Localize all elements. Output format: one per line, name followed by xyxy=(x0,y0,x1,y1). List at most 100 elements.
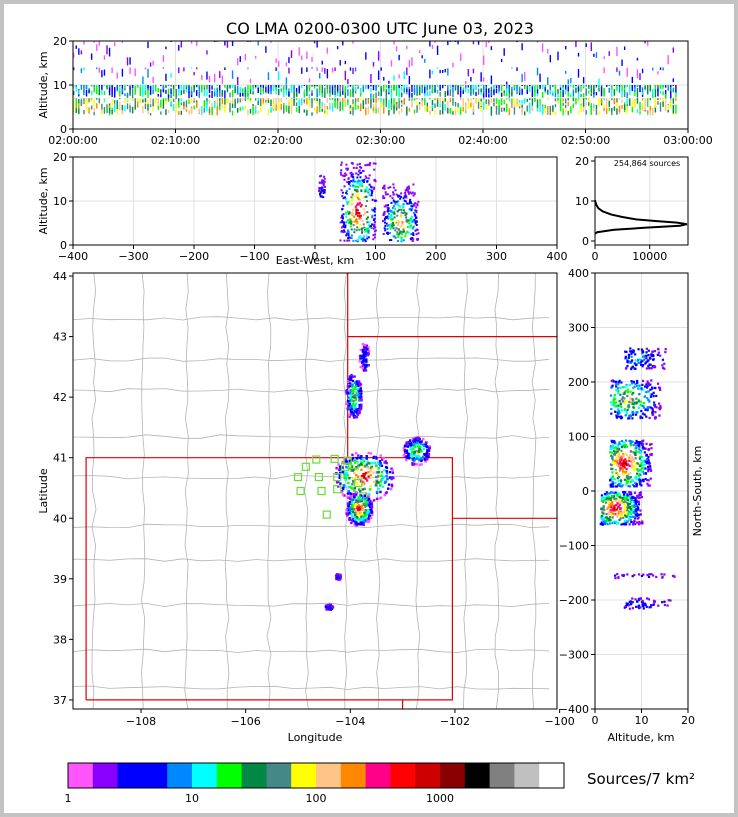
time-height-source-mark xyxy=(316,100,318,105)
north-south-source-mark xyxy=(649,383,652,386)
time-height-source-mark xyxy=(288,105,290,114)
north-south-source-mark xyxy=(631,607,634,610)
north-south-source-mark xyxy=(616,387,620,390)
time-height-source-mark xyxy=(165,89,167,94)
plan-view-source-mark xyxy=(345,390,349,393)
east-west-source-mark xyxy=(400,208,403,211)
north-south-y-tick-label: 400 xyxy=(568,267,589,280)
north-south-source-mark xyxy=(633,485,636,488)
time-height-source-mark xyxy=(301,98,303,106)
east-west-source-mark xyxy=(413,192,416,195)
time-height-source-mark xyxy=(303,89,306,95)
time-height-source-mark xyxy=(344,89,347,98)
time-height-source-mark xyxy=(249,78,252,84)
time-height-source-mark xyxy=(201,74,203,80)
time-height-source-mark xyxy=(659,85,662,90)
time-height-source-mark xyxy=(295,88,298,92)
time-height-source-mark xyxy=(652,93,654,98)
plan-view-source-mark xyxy=(364,350,368,354)
time-height-source-mark xyxy=(434,103,436,108)
north-south-source-mark xyxy=(635,605,638,608)
plan-view-source-mark xyxy=(358,409,361,412)
plan-view-y-tick-label: 41 xyxy=(53,452,67,465)
north-south-source-mark xyxy=(615,414,618,417)
time-height-source-mark xyxy=(636,69,639,79)
time-height-source-mark xyxy=(280,98,282,103)
plan-view-source-mark xyxy=(362,357,366,361)
east-west-source-mark xyxy=(358,236,361,239)
plan-view-source-mark xyxy=(409,446,413,450)
county-line xyxy=(72,648,550,653)
north-south-source-mark xyxy=(600,515,604,518)
plan-view-source-mark xyxy=(364,501,367,504)
east-west-source-mark xyxy=(351,175,354,178)
north-south-source-mark xyxy=(641,365,644,368)
plan-view-source-mark xyxy=(417,437,421,440)
time-height-source-mark xyxy=(490,46,493,51)
plan-view-source-mark xyxy=(420,450,423,453)
plan-view-source-mark xyxy=(346,514,349,517)
time-height-source-mark xyxy=(598,85,600,92)
east-west-source-mark xyxy=(374,217,377,220)
east-west-source-mark xyxy=(386,193,389,196)
time-height-source-mark xyxy=(459,86,462,90)
time-height-source-mark xyxy=(436,101,439,107)
time-height-source-mark xyxy=(344,86,347,93)
east-west-source-mark xyxy=(366,189,369,192)
time-height-source-mark xyxy=(121,104,124,114)
time-height-source-mark xyxy=(644,105,646,110)
plan-view-source-mark xyxy=(355,507,358,511)
time-height-source-mark xyxy=(562,108,564,116)
time-height-source-mark xyxy=(108,104,111,108)
plan-view-source-mark xyxy=(416,437,419,441)
time-height-source-mark xyxy=(664,85,667,88)
time-height-source-mark xyxy=(131,89,134,98)
time-height-source-mark xyxy=(231,41,234,47)
time-height-source-mark xyxy=(90,105,93,110)
plan-view-source-mark xyxy=(360,518,363,521)
time-height-source-mark xyxy=(306,67,308,73)
north-south-source-mark xyxy=(641,360,644,363)
north-south-source-mark xyxy=(650,353,653,356)
time-height-source-mark xyxy=(372,107,375,111)
time-height-y-tick-label: 10 xyxy=(53,79,67,92)
time-height-source-mark xyxy=(178,88,180,96)
time-height-source-mark xyxy=(593,85,595,93)
north-south-source-mark xyxy=(614,451,617,455)
time-height-source-mark xyxy=(73,53,75,58)
north-south-source-mark xyxy=(654,416,658,419)
time-height-source-mark xyxy=(634,86,636,92)
north-south-source-mark xyxy=(629,361,632,365)
north-south-source-mark xyxy=(647,390,650,393)
time-height-source-mark xyxy=(185,100,188,110)
time-height-source-mark xyxy=(272,85,275,92)
time-height-source-mark xyxy=(326,85,329,94)
plan-view-source-mark xyxy=(408,457,411,460)
time-height-source-mark xyxy=(575,87,577,94)
time-height-source-mark xyxy=(623,85,626,88)
time-height-source-mark xyxy=(395,103,398,108)
north-south-source-mark xyxy=(638,457,641,460)
north-south-source-mark xyxy=(628,400,631,404)
north-south-source-mark xyxy=(644,447,647,450)
plan-view-source-mark xyxy=(344,476,348,480)
station-markers xyxy=(293,454,368,519)
east-west-source-mark xyxy=(387,217,390,220)
north-south-source-mark xyxy=(629,453,632,457)
east-west-source-mark xyxy=(394,189,397,192)
time-height-source-mark xyxy=(529,102,531,111)
north-south-source-mark xyxy=(624,500,627,503)
north-south-source-mark xyxy=(640,409,643,413)
north-south-source-mark xyxy=(648,484,651,487)
north-south-source-mark xyxy=(623,502,626,506)
plan-view-source-mark xyxy=(374,483,378,486)
north-south-source-mark xyxy=(615,450,618,453)
north-south-source-mark xyxy=(639,479,642,482)
plan-view-source-mark xyxy=(365,518,368,521)
plan-view-x-tick-label: −100 xyxy=(545,715,575,728)
time-height-source-mark xyxy=(80,68,83,73)
time-height-source-mark xyxy=(657,71,659,75)
east-west-source-mark xyxy=(389,209,392,212)
time-height-source-mark xyxy=(134,98,136,105)
time-height-source-mark xyxy=(119,101,121,108)
